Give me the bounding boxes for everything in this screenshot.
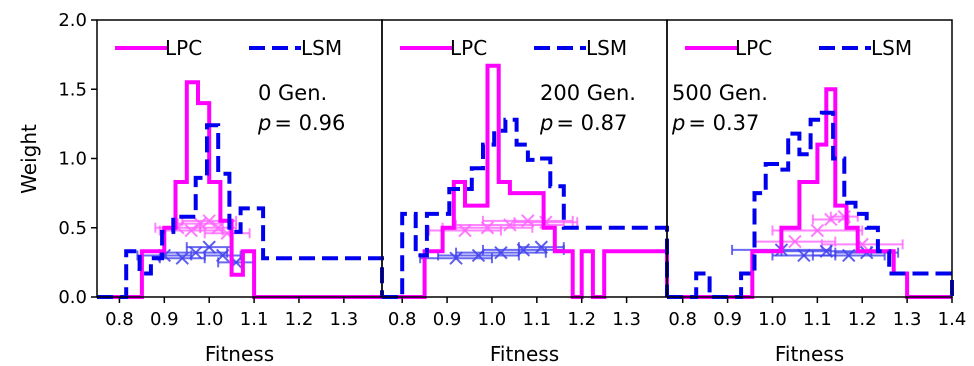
legend-label-lsm: LSM [301, 36, 342, 60]
legend-label-lsm: LSM [871, 36, 912, 60]
x-marker [449, 251, 463, 265]
x-tick-label: 1.2 [285, 309, 314, 330]
x-marker-stroke [175, 251, 189, 265]
p-value-number: = 0.37 [688, 111, 759, 135]
x-marker [202, 214, 216, 228]
x-marker [842, 248, 856, 263]
x-tick-label: 1.1 [523, 309, 552, 330]
y-axis-label-group: Weight [17, 124, 41, 194]
x-tick-label: 1.3 [612, 309, 641, 330]
series-lpc-step [667, 87, 952, 299]
panel-1: 0.8 0.9 1.0 1.1 1.2 1.3 0.0 0.5 1.0 1.5 2.0 Fitness… [58, 10, 384, 366]
x-tick-label: 1.2 [848, 309, 877, 330]
y-tick-label: 0.5 [58, 218, 87, 239]
x-tick-label: 1.0 [195, 309, 224, 330]
x-marker-stroke [788, 234, 802, 249]
p-value-symbol: p [671, 111, 685, 135]
x-marker [189, 245, 203, 260]
panel-3: 0.8 0.9 1.0 1.1 1.2 1.3 1.4 Fitness LPC LSM 500 Ge… [666, 19, 967, 366]
legend-label-lpc: LPC [450, 36, 487, 60]
x-marker [184, 223, 198, 238]
x-tick-label: 1.3 [893, 309, 922, 330]
x-marker [534, 240, 549, 254]
x-tick-label: 1.4 [938, 309, 967, 330]
legend: LPC LSM [400, 36, 627, 60]
panels: 0.8 0.9 1.0 1.1 1.2 1.3 0.0 0.5 1.0 1.5 2.0 Fitness… [58, 10, 966, 366]
legend-label-lsm: LSM [586, 36, 627, 60]
x-marker-stroke [189, 245, 203, 260]
x-marker-stroke [494, 245, 508, 260]
x-tick-label: 1.0 [478, 309, 507, 330]
x-marker [521, 214, 535, 228]
legend-label-lpc: LPC [735, 36, 772, 60]
generation-annotation: 500 Gen. [672, 81, 768, 105]
x-marker-stroke [521, 214, 535, 228]
legend: LPC LSM [685, 36, 912, 60]
y-tick-label: 2.0 [58, 10, 87, 31]
x-marker [788, 234, 802, 249]
x-tick-label: 1.0 [758, 309, 787, 330]
x-tick-label: 0.8 [668, 309, 697, 330]
y-axis-label: Weight [17, 124, 41, 194]
p-value-annotation: p = 0.37 [671, 111, 759, 135]
x-tick-label: 0.8 [388, 309, 417, 330]
x-marker-stroke [516, 243, 531, 257]
x-axis-label: Fitness [775, 342, 844, 366]
p-value-number: = 0.87 [556, 111, 627, 135]
panel-2: 0.8 0.9 1.0 1.1 1.2 1.3 Fitness LPC LSM 200 Gen. p… [381, 19, 669, 366]
x-marker [175, 251, 189, 265]
y-tick-label: 1.5 [58, 79, 87, 100]
y-tick-label: 0.0 [58, 287, 87, 308]
x-marker [458, 223, 472, 238]
p-value-symbol: p [539, 111, 553, 135]
series-lsm-step [97, 123, 384, 299]
x-tick-label: 1.1 [240, 309, 269, 330]
x-marker-stroke [449, 251, 463, 265]
x-axis-label: Fitness [205, 342, 274, 366]
legend: LPC LSM [115, 36, 342, 60]
x-marker [494, 245, 508, 260]
series-lpc-step [382, 63, 669, 299]
x-marker-stroke [810, 223, 825, 238]
x-marker-stroke [534, 240, 549, 254]
x-tick-label: 1.1 [803, 309, 832, 330]
generation-annotation: 200 Gen. [540, 81, 636, 105]
x-marker-stroke [480, 221, 495, 235]
series-lpc-step [97, 80, 382, 299]
series-lsm-step [667, 110, 954, 299]
p-value-annotation: p = 0.87 [539, 111, 627, 135]
p-value-annotation: p = 0.96 [257, 111, 345, 135]
series-lsm-step [382, 117, 669, 299]
p-value-number: = 0.96 [274, 111, 345, 135]
p-value-symbol: p [257, 111, 271, 135]
x-marker-stroke [184, 223, 198, 238]
x-tick-label: 0.9 [433, 309, 462, 330]
x-marker-stroke [842, 248, 856, 263]
x-marker [810, 223, 825, 238]
axes-frame [666, 19, 953, 298]
x-tick-label: 0.9 [150, 309, 179, 330]
x-marker-stroke [458, 223, 472, 238]
x-marker [211, 221, 225, 235]
x-tick-label: 1.2 [567, 309, 596, 330]
x-tick-label: 1.3 [330, 309, 359, 330]
generation-annotation: 0 Gen. [258, 81, 327, 105]
legend-label-lpc: LPC [165, 36, 202, 60]
x-tick-label: 0.9 [713, 309, 742, 330]
x-marker-stroke [202, 214, 216, 228]
x-tick-label: 0.8 [105, 309, 134, 330]
x-marker-stroke [211, 221, 225, 235]
y-tick-label: 1.0 [58, 149, 87, 170]
x-axis-label: Fitness [490, 342, 559, 366]
